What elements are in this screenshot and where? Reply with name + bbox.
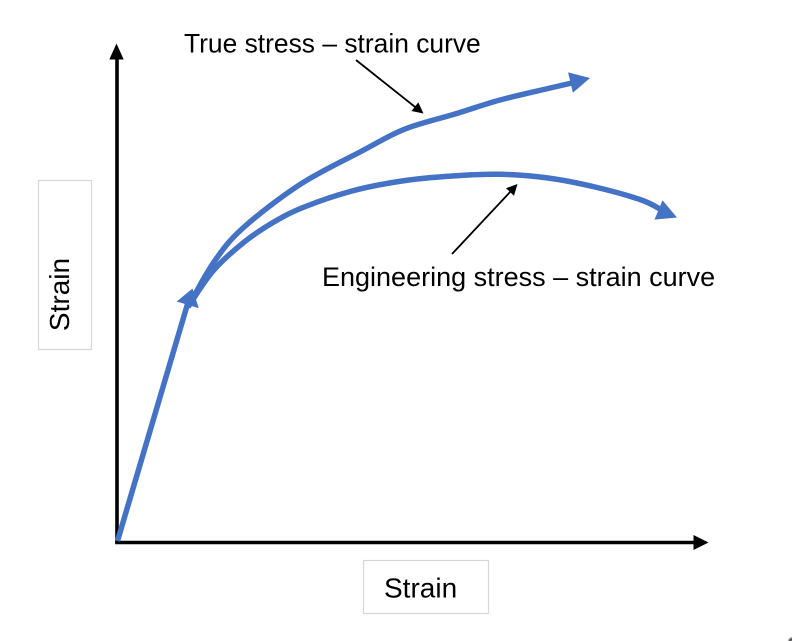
svg-text:Strain: Strain <box>44 258 75 331</box>
svg-text:True stress – strain curve: True stress – strain curve <box>184 29 481 59</box>
svg-text:Engineering stress – strain cu: Engineering stress – strain curve <box>322 262 715 292</box>
svg-text:Strain: Strain <box>384 573 457 604</box>
